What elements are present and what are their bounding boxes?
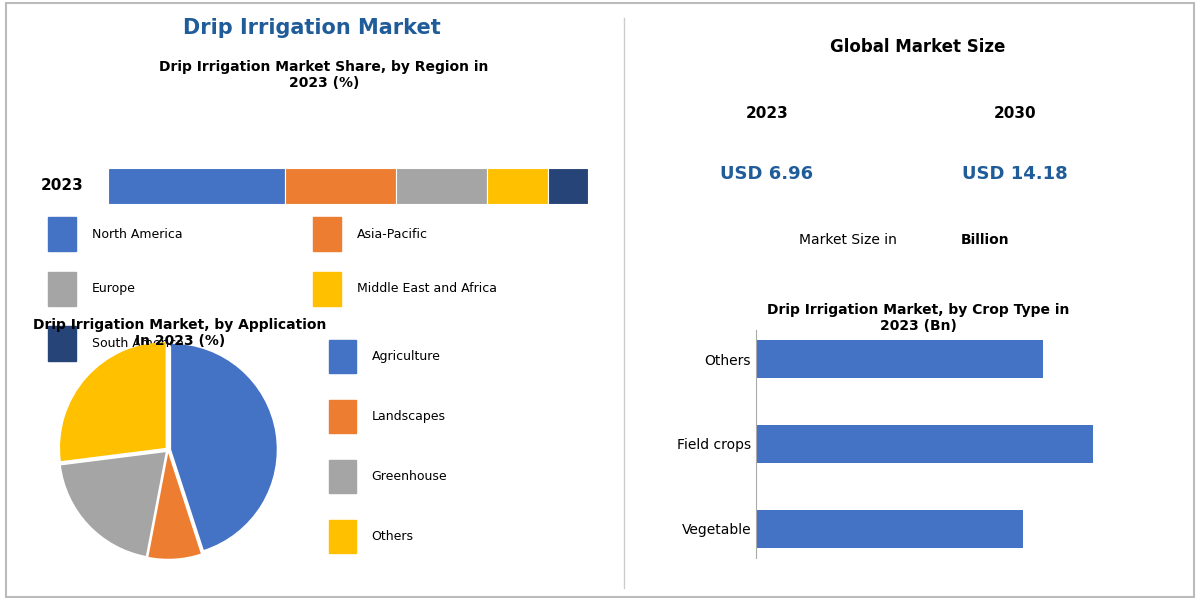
Text: Greenhouse: Greenhouse <box>372 470 448 483</box>
Bar <box>756 425 1093 463</box>
Text: USD 14.18: USD 14.18 <box>962 165 1068 183</box>
Bar <box>313 217 341 251</box>
Text: 2023: 2023 <box>41 179 84 193</box>
Bar <box>756 340 1043 379</box>
Wedge shape <box>149 453 200 559</box>
Text: Middle East and Africa: Middle East and Africa <box>358 283 497 295</box>
Bar <box>547 168 588 204</box>
Text: Drip Irrigation Market, by Application
In 2023 (%): Drip Irrigation Market, by Application I… <box>34 318 326 348</box>
Text: Billion: Billion <box>961 232 1010 247</box>
Bar <box>48 272 76 306</box>
Bar <box>396 168 487 204</box>
Bar <box>487 168 547 204</box>
Text: Europe: Europe <box>92 283 136 295</box>
Text: Landscapes: Landscapes <box>372 410 445 423</box>
Wedge shape <box>61 452 166 556</box>
Text: Others: Others <box>372 530 414 543</box>
Text: Asia-Pacific: Asia-Pacific <box>358 228 428 241</box>
Bar <box>329 460 355 493</box>
Bar <box>756 509 1022 548</box>
Bar <box>329 520 355 553</box>
Bar <box>48 217 76 251</box>
Bar <box>329 340 355 373</box>
Text: 2030: 2030 <box>994 106 1037 121</box>
Bar <box>48 326 76 361</box>
Bar <box>108 168 284 204</box>
Wedge shape <box>60 343 166 461</box>
Bar <box>313 272 341 306</box>
Bar <box>329 400 355 433</box>
Text: Drip Irrigation Market: Drip Irrigation Market <box>184 18 440 38</box>
Text: Market Size in: Market Size in <box>799 232 901 247</box>
Text: 2023: 2023 <box>745 106 788 121</box>
Text: USD 6.96: USD 6.96 <box>720 165 814 183</box>
Text: Drip Irrigation Market, by Crop Type in
2023 (Bn): Drip Irrigation Market, by Crop Type in … <box>767 303 1069 333</box>
Text: South America: South America <box>92 337 184 350</box>
Text: Global Market Size: Global Market Size <box>830 38 1006 56</box>
Bar <box>284 168 396 204</box>
Text: Agriculture: Agriculture <box>372 350 440 363</box>
Text: Drip Irrigation Market Share, by Region in
2023 (%): Drip Irrigation Market Share, by Region … <box>160 60 488 90</box>
Wedge shape <box>172 344 277 550</box>
Text: North America: North America <box>92 228 182 241</box>
